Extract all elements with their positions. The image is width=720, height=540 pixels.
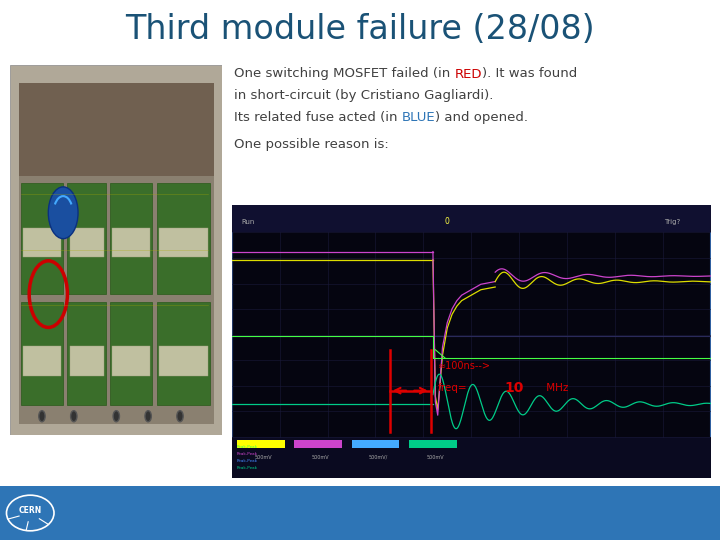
Bar	[157, 183, 210, 294]
Text: 10: 10	[505, 381, 524, 395]
Bar	[351, 440, 400, 448]
Bar	[68, 183, 106, 294]
Bar	[237, 440, 284, 448]
Ellipse shape	[39, 410, 45, 422]
Bar	[409, 440, 457, 448]
Bar	[21, 183, 63, 294]
Text: in short-circuit (by Cristiano Gagliardi).: in short-circuit (by Cristiano Gagliardi…	[234, 89, 493, 102]
Text: 500mV/: 500mV/	[368, 455, 387, 460]
Bar	[110, 301, 153, 405]
Text: One switching MOSFET failed (in: One switching MOSFET failed (in	[234, 68, 454, 80]
Text: ). It was found: ). It was found	[482, 68, 577, 80]
Text: One possible reason is:: One possible reason is:	[234, 138, 389, 151]
Circle shape	[48, 187, 78, 239]
Text: Its related fuse acted (in: Its related fuse acted (in	[234, 111, 402, 124]
Text: BLUE: BLUE	[402, 111, 436, 124]
Text: 0: 0	[445, 217, 450, 226]
Bar	[158, 227, 207, 257]
Text: RED: RED	[454, 68, 482, 80]
Bar	[110, 183, 153, 294]
Bar	[19, 83, 214, 176]
Ellipse shape	[177, 410, 183, 422]
Text: Run: Run	[241, 219, 255, 225]
Bar	[112, 227, 150, 257]
Bar	[158, 346, 207, 375]
Text: MHz: MHz	[543, 383, 568, 393]
Text: Third module failure (28/08): Third module failure (28/08)	[125, 13, 595, 46]
Text: ) and opened.: ) and opened.	[436, 111, 528, 124]
Text: Peak-Peak: Peak-Peak	[237, 452, 258, 456]
Text: 500mV: 500mV	[254, 455, 271, 460]
Text: CERN: CERN	[19, 506, 42, 515]
Bar	[68, 301, 106, 405]
Bar	[0, 486, 720, 540]
Bar	[70, 227, 104, 257]
Bar	[23, 346, 61, 375]
Text: ≈100ns-->: ≈100ns-->	[438, 361, 491, 371]
Bar	[112, 346, 150, 375]
Bar	[232, 437, 711, 478]
Text: Peak-Peak: Peak-Peak	[237, 459, 258, 463]
Bar	[294, 440, 342, 448]
Bar	[21, 301, 63, 405]
Text: 500mV: 500mV	[312, 455, 329, 460]
Text: Trig?: Trig?	[665, 219, 680, 225]
Text: Peak-Peak: Peak-Peak	[237, 445, 258, 449]
Bar	[157, 301, 210, 405]
Text: freq=: freq=	[438, 383, 467, 393]
Bar	[23, 227, 61, 257]
Ellipse shape	[71, 410, 77, 422]
Text: Peak-Peak: Peak-Peak	[237, 465, 258, 470]
Ellipse shape	[113, 410, 120, 422]
Bar	[70, 346, 104, 375]
Ellipse shape	[145, 410, 151, 422]
Text: 500mV: 500mV	[426, 455, 444, 460]
Bar	[232, 205, 711, 232]
